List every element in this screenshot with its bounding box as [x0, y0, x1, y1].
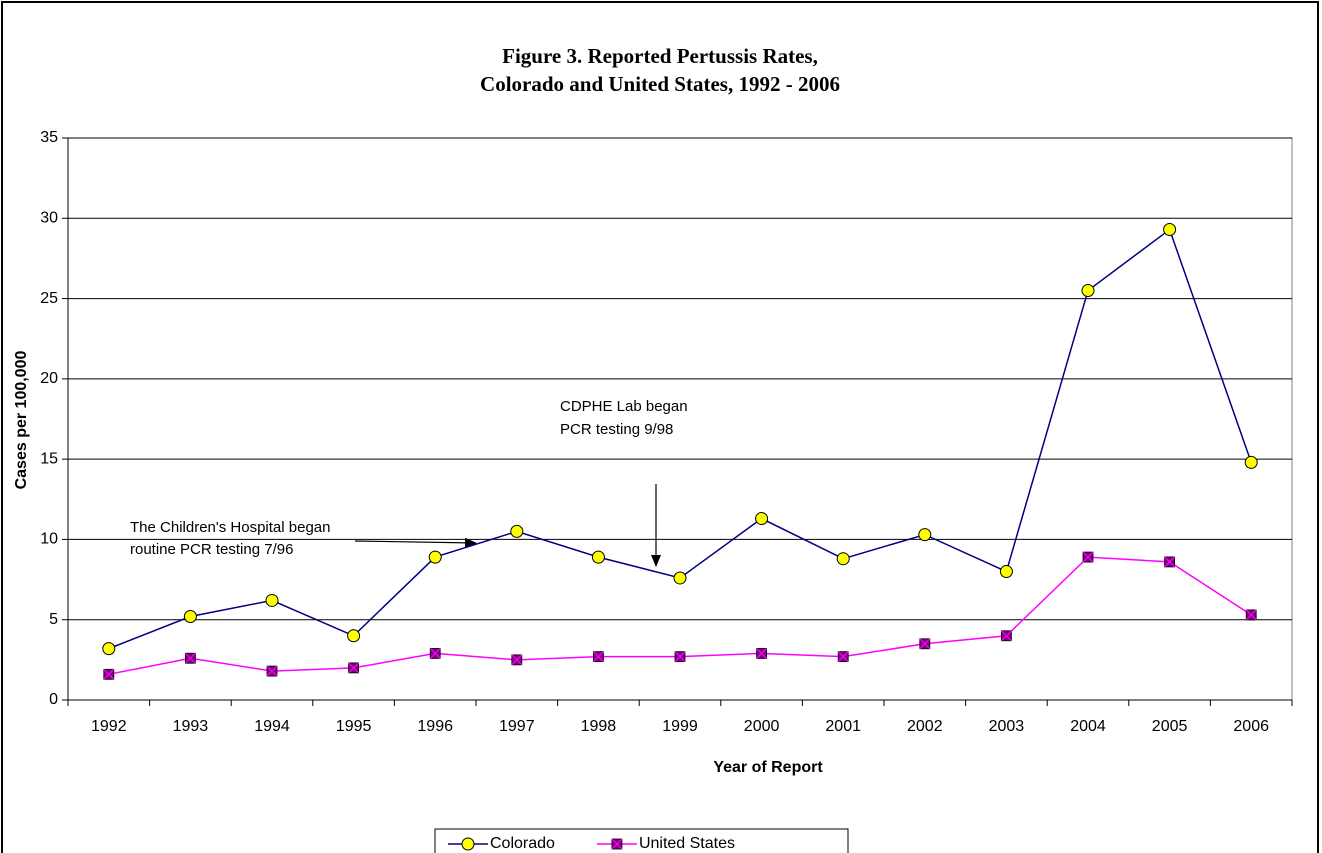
y-tick-label: 20	[40, 370, 58, 387]
marker	[103, 668, 115, 680]
legend	[434, 828, 849, 853]
marker	[591, 550, 605, 564]
legend-label: Colorado	[490, 835, 555, 852]
marker	[836, 552, 850, 566]
marker	[102, 642, 116, 656]
marker	[1245, 609, 1257, 621]
x-tick-label: 2005	[1152, 718, 1188, 735]
x-tick-label: 1996	[417, 718, 453, 735]
marker	[183, 610, 197, 624]
legend-label: United States	[639, 835, 735, 852]
annotation: routine PCR testing 7/96	[130, 541, 293, 558]
marker	[1163, 223, 1177, 237]
y-tick-label: 0	[49, 691, 58, 708]
y-tick-label: 15	[40, 450, 58, 467]
marker	[510, 524, 524, 538]
x-tick-label: 1997	[499, 718, 535, 735]
marker	[1081, 284, 1095, 298]
x-tick-label: 2000	[744, 718, 780, 735]
marker	[674, 651, 686, 663]
annotation: CDPHE Lab began	[560, 398, 688, 415]
marker	[1082, 551, 1094, 563]
marker	[611, 838, 623, 850]
marker	[755, 512, 769, 526]
marker	[1244, 455, 1258, 469]
x-axis-label: Year of Report	[713, 759, 823, 776]
marker	[348, 662, 360, 674]
y-tick-label: 35	[40, 129, 58, 146]
y-tick-label: 10	[40, 531, 58, 548]
x-tick-label: 2003	[989, 718, 1025, 735]
x-tick-label: 2001	[825, 718, 861, 735]
marker	[461, 837, 475, 851]
marker	[999, 565, 1013, 579]
x-tick-label: 1994	[254, 718, 290, 735]
x-tick-label: 1999	[662, 718, 698, 735]
marker	[428, 550, 442, 564]
y-tick-label: 5	[49, 611, 58, 628]
x-tick-label: 2002	[907, 718, 943, 735]
x-tick-label: 1993	[173, 718, 209, 735]
marker	[756, 648, 768, 659]
marker	[347, 629, 361, 643]
marker	[1000, 630, 1012, 642]
annotation-arrow	[354, 537, 477, 548]
marker	[919, 638, 931, 650]
y-axis-label: Cases per 100,000	[13, 351, 30, 490]
marker	[673, 571, 687, 585]
chart-title: Figure 3. Reported Pertussis Rates,	[502, 44, 818, 68]
marker	[918, 528, 932, 542]
marker	[511, 654, 523, 666]
x-tick-label: 2006	[1233, 718, 1269, 735]
x-tick-label: 1995	[336, 718, 372, 735]
marker	[837, 651, 849, 663]
marker	[1164, 556, 1176, 568]
marker	[592, 651, 604, 663]
annotation: PCR testing 9/98	[560, 421, 673, 438]
annotation: The Children's Hospital began	[130, 519, 330, 536]
marker	[429, 648, 441, 659]
marker	[265, 593, 279, 607]
marker	[266, 665, 278, 677]
x-tick-label: 1992	[91, 718, 127, 735]
y-tick-label: 25	[40, 290, 58, 307]
x-tick-label: 1998	[581, 718, 617, 735]
chart-title: Colorado and United States, 1992 - 2006	[480, 72, 840, 96]
x-tick-label: 2004	[1070, 718, 1106, 735]
y-tick-label: 30	[40, 210, 58, 227]
marker	[184, 652, 196, 664]
